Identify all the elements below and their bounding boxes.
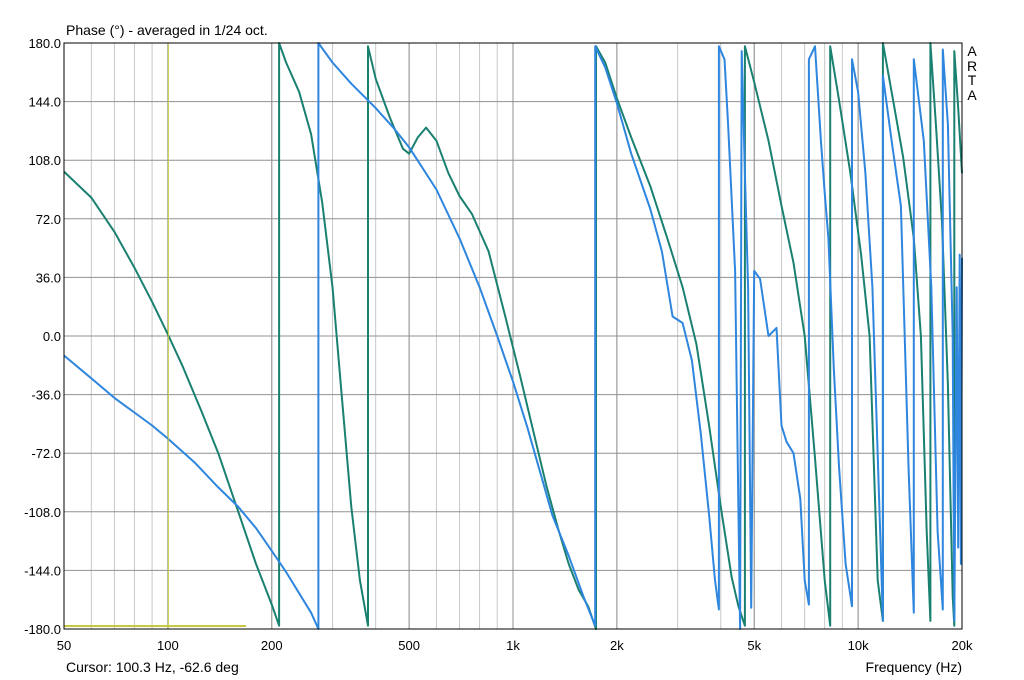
cursor-readout: Cursor: 100.3 Hz, -62.6 deg bbox=[66, 659, 239, 675]
brand-letter: T bbox=[967, 72, 977, 88]
chart-title: Phase (°) - averaged in 1/24 oct. bbox=[66, 22, 268, 38]
y-axis-ticks: 180.0 144.0 108.0 72.0 36.0 0.0 -36.0 -72.0 -108… bbox=[24, 36, 61, 637]
x-tick-label: 100 bbox=[157, 638, 179, 653]
y-tick-label: 36.0 bbox=[36, 270, 61, 285]
y-tick-label: 72.0 bbox=[36, 212, 61, 227]
grid bbox=[64, 42, 962, 630]
x-tick-label: 20k bbox=[952, 638, 973, 653]
x-tick-label: 1k bbox=[506, 638, 520, 653]
y-tick-label: 0.0 bbox=[43, 329, 61, 344]
brand-letter: A bbox=[967, 43, 977, 59]
x-tick-label: 50 bbox=[57, 638, 71, 653]
y-tick-label: 144.0 bbox=[28, 95, 61, 110]
x-tick-label: 10k bbox=[848, 638, 869, 653]
x-tick-label: 200 bbox=[261, 638, 283, 653]
plot-frame bbox=[63, 42, 963, 630]
brand-letter: A bbox=[967, 86, 977, 103]
x-tick-label: 500 bbox=[398, 638, 420, 653]
x-tick-label: 2k bbox=[610, 638, 624, 653]
y-tick-label: -36.0 bbox=[31, 388, 61, 403]
cursor-marker bbox=[64, 43, 246, 629]
y-tick-label: -72.0 bbox=[31, 446, 61, 461]
brand-letter: R bbox=[966, 57, 978, 74]
x-axis-ticks: 50 100 200 500 1k 2k 5k 10k 20k bbox=[57, 638, 973, 653]
y-tick-label: -180.0 bbox=[24, 622, 61, 637]
brand-logo: A R T A bbox=[966, 44, 978, 102]
x-tick-label: 5k bbox=[747, 638, 761, 653]
y-tick-label: 180.0 bbox=[28, 36, 61, 51]
series-lines bbox=[63, 42, 963, 630]
y-tick-label: -144.0 bbox=[24, 563, 61, 578]
y-tick-label: 108.0 bbox=[28, 153, 61, 168]
y-tick-label: -108.0 bbox=[24, 505, 61, 520]
series-line-2 bbox=[63, 42, 963, 630]
x-axis-label: Frequency (Hz) bbox=[865, 659, 962, 675]
